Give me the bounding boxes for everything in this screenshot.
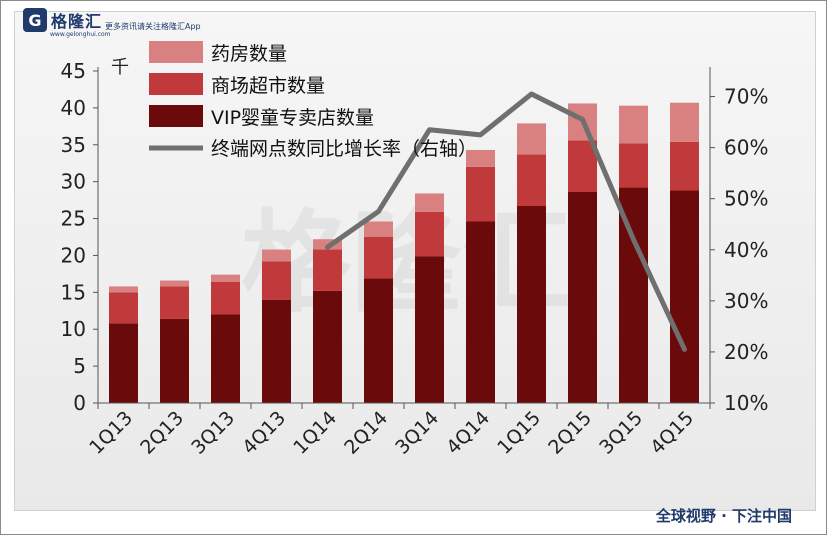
right-axis-tick-label: 20% bbox=[724, 340, 768, 364]
bar-segment bbox=[670, 141, 699, 191]
left-axis-tick-label: 45 bbox=[61, 59, 86, 83]
legend-label: 药房数量 bbox=[211, 43, 287, 65]
x-axis-tick-label: 1Q15 bbox=[493, 407, 545, 459]
bar-segment bbox=[211, 282, 240, 315]
bar-segment bbox=[313, 249, 342, 291]
x-axis-tick-label: 2Q13 bbox=[136, 407, 188, 459]
bar-segment bbox=[670, 190, 699, 403]
watermark: 格隆汇 bbox=[241, 199, 571, 327]
bar-segment bbox=[211, 314, 240, 403]
right-axis-tick-label: 50% bbox=[724, 187, 768, 211]
x-axis-tick-label: 4Q14 bbox=[442, 407, 494, 459]
bar-segment bbox=[160, 286, 189, 319]
left-axis-tick-label: 5 bbox=[73, 354, 86, 378]
x-axis-tick-label: 2Q15 bbox=[544, 407, 596, 459]
footer-tagline: 全球视野 · 下注中国 bbox=[655, 507, 792, 525]
right-axis-tick-label: 40% bbox=[724, 238, 768, 262]
bar-segment bbox=[313, 290, 342, 403]
watermark-logo: 格隆汇 bbox=[241, 199, 571, 327]
bar-segment bbox=[517, 154, 546, 207]
x-axis-tick-label: 3Q14 bbox=[391, 407, 443, 459]
bar-segment bbox=[160, 318, 189, 403]
line-layer bbox=[325, 91, 687, 352]
x-axis-tick-label: 1Q14 bbox=[289, 407, 341, 459]
right-axis-tick-label: 70% bbox=[724, 85, 768, 109]
brand-logo: G 格隆汇 bbox=[23, 7, 102, 33]
bar-segment bbox=[568, 191, 597, 403]
bar-segment bbox=[262, 261, 291, 300]
bar-segment bbox=[262, 299, 291, 403]
bar-segment bbox=[415, 211, 444, 257]
brand-name: 格隆汇 bbox=[51, 12, 103, 31]
bar-segment bbox=[364, 278, 393, 403]
bar-segment bbox=[109, 323, 138, 403]
x-axis-tick-label: 4Q15 bbox=[646, 407, 698, 459]
left-axis-tick-label: 40 bbox=[61, 96, 86, 120]
bar-segment bbox=[619, 105, 648, 144]
x-axis-tick-label: 4Q13 bbox=[238, 407, 290, 459]
bar-segment bbox=[568, 140, 597, 192]
bar-segment bbox=[517, 206, 546, 403]
bar-segment bbox=[517, 123, 546, 155]
bar-segment bbox=[415, 193, 444, 212]
bar-segment bbox=[109, 286, 138, 293]
x-axis-tick-label: 3Q15 bbox=[595, 407, 647, 459]
legend-swatch bbox=[149, 73, 203, 95]
legend-label: 终端网点数同比增长率（右轴） bbox=[211, 138, 477, 160]
bar-segment bbox=[109, 292, 138, 324]
legend-label: 商场超市数量 bbox=[211, 75, 325, 97]
left-axis-tick-label: 0 bbox=[73, 391, 86, 415]
bar-segment bbox=[364, 221, 393, 237]
left-axis-tick-label: 30 bbox=[61, 170, 86, 194]
bar-segment bbox=[262, 249, 291, 262]
legend-swatch bbox=[149, 105, 203, 127]
bar-segment bbox=[364, 237, 393, 279]
bar-segment bbox=[415, 256, 444, 403]
bar-segment bbox=[211, 274, 240, 283]
x-axis-tick-label: 1Q13 bbox=[85, 407, 137, 459]
bar-segment bbox=[160, 280, 189, 287]
left-axis-tick-label: 25 bbox=[61, 207, 86, 231]
left-axis-tick-label: 20 bbox=[61, 243, 86, 267]
bar-segment bbox=[466, 149, 495, 167]
growth-rate-line bbox=[325, 91, 687, 352]
bar-segment bbox=[619, 143, 648, 188]
left-axis-unit-label: 千 bbox=[111, 57, 129, 78]
left-axis-tick-label: 10 bbox=[61, 317, 86, 341]
right-axis-tick-label: 60% bbox=[724, 136, 768, 160]
bar-segment bbox=[466, 166, 495, 222]
x-axis-tick-label: 3Q13 bbox=[187, 407, 239, 459]
right-axis-tick-label: 30% bbox=[724, 289, 768, 313]
legend-label: VIP婴童专卖店数量 bbox=[211, 107, 374, 129]
left-axis-tick-label: 35 bbox=[61, 133, 86, 157]
right-axis-tick-label: 10% bbox=[724, 391, 768, 415]
bar-segment bbox=[670, 102, 699, 142]
left-axis-tick-label: 15 bbox=[61, 280, 86, 304]
brand-mark-icon: G bbox=[23, 8, 47, 32]
legend-swatch bbox=[149, 41, 203, 63]
x-axis-tick-label: 2Q14 bbox=[340, 407, 392, 459]
brand-slogan: 更多资讯请关注格隆汇App bbox=[105, 22, 201, 31]
bar-segment bbox=[619, 187, 648, 403]
brand-site: www.gelonghui.com bbox=[50, 31, 111, 38]
bar-segment bbox=[466, 221, 495, 403]
